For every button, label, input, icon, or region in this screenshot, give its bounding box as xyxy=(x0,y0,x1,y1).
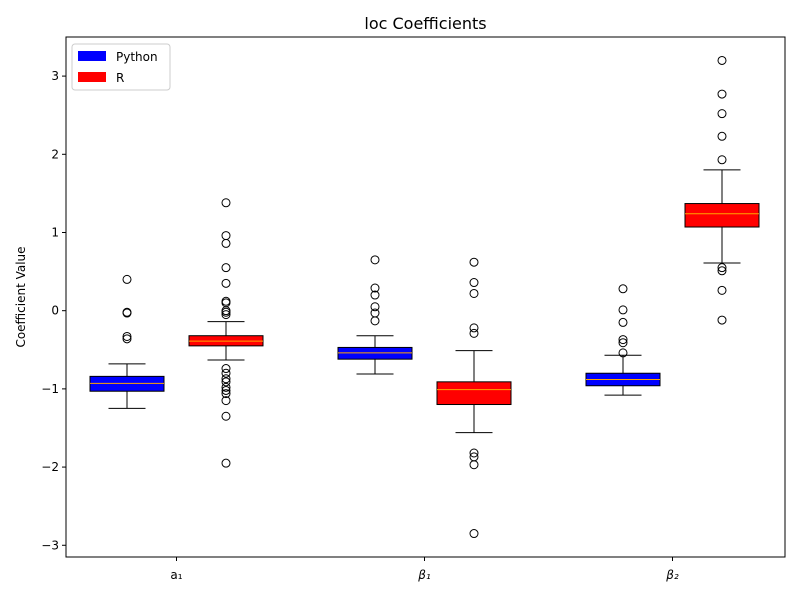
outlier-python-a1 xyxy=(122,331,132,341)
outlier-r-a1 xyxy=(221,411,231,421)
outlier-r-a1 xyxy=(221,385,231,395)
outlier-python-beta1 xyxy=(370,302,380,312)
outlier-r-beta2 xyxy=(717,315,727,325)
outlier-r-a1 xyxy=(221,368,231,378)
outlier-python-beta1 xyxy=(370,316,380,326)
outlier-r-beta2 xyxy=(717,55,727,65)
outlier-r-a1 xyxy=(221,307,231,317)
outlier-r-a1 xyxy=(221,310,231,320)
chart-title: loc Coefficients xyxy=(364,14,486,33)
outlier-r-a1 xyxy=(221,458,231,468)
outlier-python-beta2 xyxy=(618,335,628,345)
outlier-r-a1 xyxy=(221,364,231,374)
outlier-r-beta1 xyxy=(469,460,479,470)
outlier-r-beta2 xyxy=(717,263,727,273)
outlier-r-a1 xyxy=(221,263,231,273)
outlier-python-beta2 xyxy=(618,305,628,315)
outlier-r-beta2 xyxy=(717,266,727,276)
box-python-beta1 xyxy=(337,255,413,375)
y-tick-label: −2 xyxy=(41,460,59,474)
x-tick-label: a₁ xyxy=(170,568,182,582)
axes: −3 −2 −1 0 1 2 3 a₁ β₁ β₂ xyxy=(41,69,679,582)
legend: Python R xyxy=(71,43,171,91)
outlier-python-beta1 xyxy=(370,290,380,300)
outlier-r-a1 xyxy=(221,389,231,399)
outlier-r-beta1 xyxy=(469,529,479,539)
plot-frame xyxy=(65,36,786,558)
outlier-python-beta1 xyxy=(370,283,380,293)
outlier-r-beta1 xyxy=(469,288,479,298)
outlier-r-a1 xyxy=(221,374,231,384)
outlier-r-beta2 xyxy=(717,285,727,295)
outlier-r-beta2 xyxy=(717,89,727,99)
x-tick-label: β₂ xyxy=(665,568,679,582)
outlier-r-a1 xyxy=(221,198,231,208)
outlier-r-a1 xyxy=(221,396,231,406)
box-body-r-beta1 xyxy=(436,381,512,406)
outlier-r-a1 xyxy=(221,377,231,387)
box-r-beta2 xyxy=(684,55,760,325)
outlier-r-beta2 xyxy=(717,131,727,141)
outlier-r-beta1 xyxy=(469,323,479,333)
legend-label-python: Python xyxy=(116,50,158,64)
box-python-a1 xyxy=(89,274,165,409)
legend-label-r: R xyxy=(116,71,124,85)
y-tick-label: 2 xyxy=(51,147,59,161)
outlier-r-beta1 xyxy=(469,448,479,458)
box-body-r-beta2 xyxy=(684,203,760,228)
outlier-r-a1 xyxy=(221,278,231,288)
outlier-r-beta2 xyxy=(717,155,727,165)
y-tick-label: 0 xyxy=(51,304,59,318)
x-tick-label: β₁ xyxy=(417,568,431,582)
legend-swatch-r xyxy=(78,72,106,82)
y-tick-label: −3 xyxy=(41,538,59,552)
y-axis-label: Coefficient Value xyxy=(14,246,28,347)
box-python-beta2 xyxy=(585,284,661,396)
plot-area xyxy=(89,55,760,539)
legend-swatch-python xyxy=(78,51,106,61)
outlier-python-beta2 xyxy=(618,348,628,358)
outlier-python-beta2 xyxy=(618,284,628,294)
outlier-python-beta2 xyxy=(618,317,628,327)
outlier-r-a1 xyxy=(221,238,231,248)
outlier-python-beta2 xyxy=(618,338,628,348)
outlier-python-a1 xyxy=(122,334,132,344)
box-r-a1 xyxy=(188,198,264,468)
outlier-python-a1 xyxy=(122,308,132,318)
outlier-r-beta1 xyxy=(469,257,479,267)
outlier-python-a1 xyxy=(122,274,132,284)
outlier-r-beta1 xyxy=(469,328,479,338)
y-tick-label: 3 xyxy=(51,69,59,83)
outlier-r-beta2 xyxy=(717,109,727,119)
y-tick-label: −1 xyxy=(41,382,59,396)
outlier-r-a1 xyxy=(221,382,231,392)
outlier-python-beta1 xyxy=(370,255,380,265)
y-tick-label: 1 xyxy=(51,225,59,239)
outlier-r-beta1 xyxy=(469,278,479,288)
box-r-beta1 xyxy=(436,257,512,539)
